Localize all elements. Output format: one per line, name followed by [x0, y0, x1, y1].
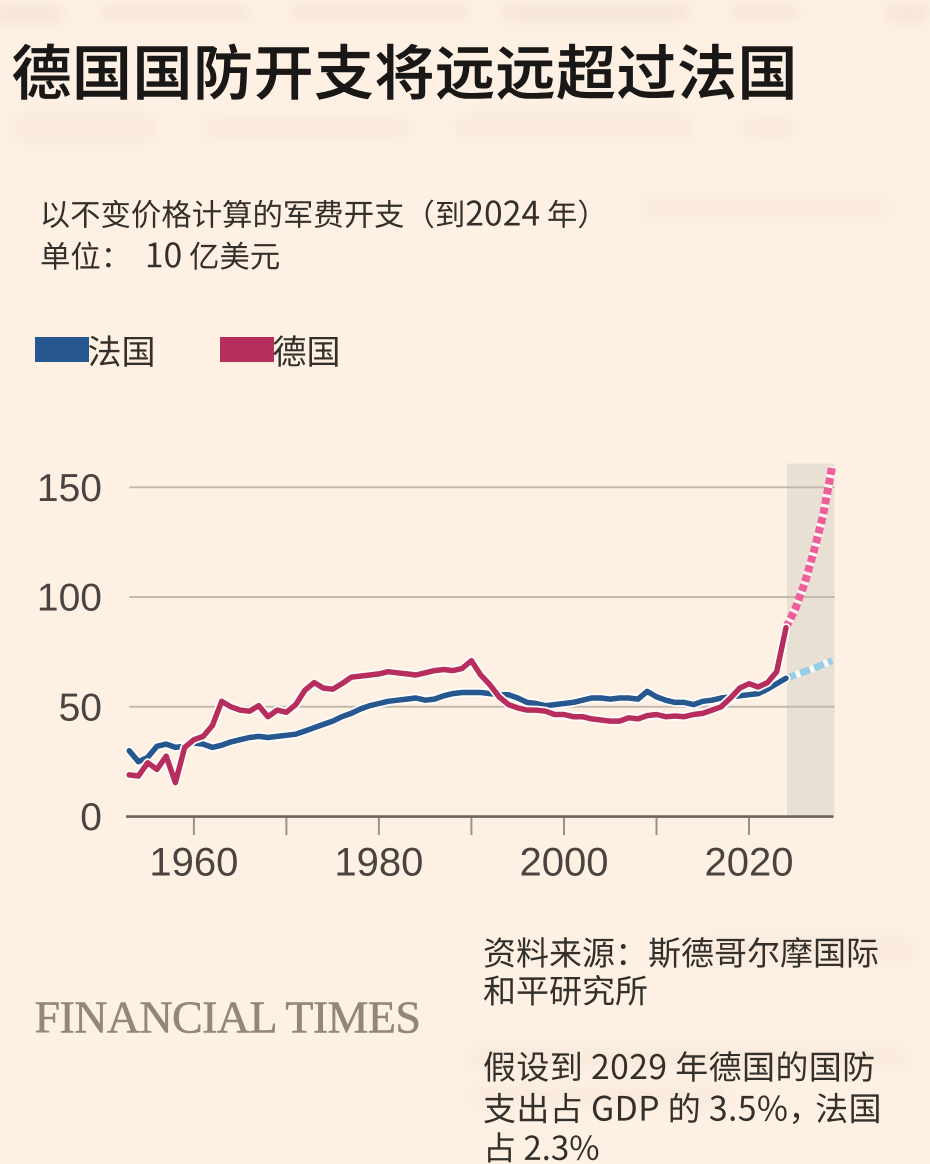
svg-text:2000: 2000 — [520, 841, 609, 885]
svg-text:0: 0 — [80, 796, 102, 839]
svg-text:1980: 1980 — [334, 841, 423, 885]
svg-text:1960: 1960 — [149, 841, 238, 885]
svg-text:2020: 2020 — [705, 841, 794, 885]
svg-text:FINANCIAL TIMES: FINANCIAL TIMES — [35, 992, 421, 1043]
svg-text:150: 150 — [37, 467, 102, 510]
svg-text:50: 50 — [59, 686, 102, 729]
svg-text:100: 100 — [37, 577, 102, 620]
